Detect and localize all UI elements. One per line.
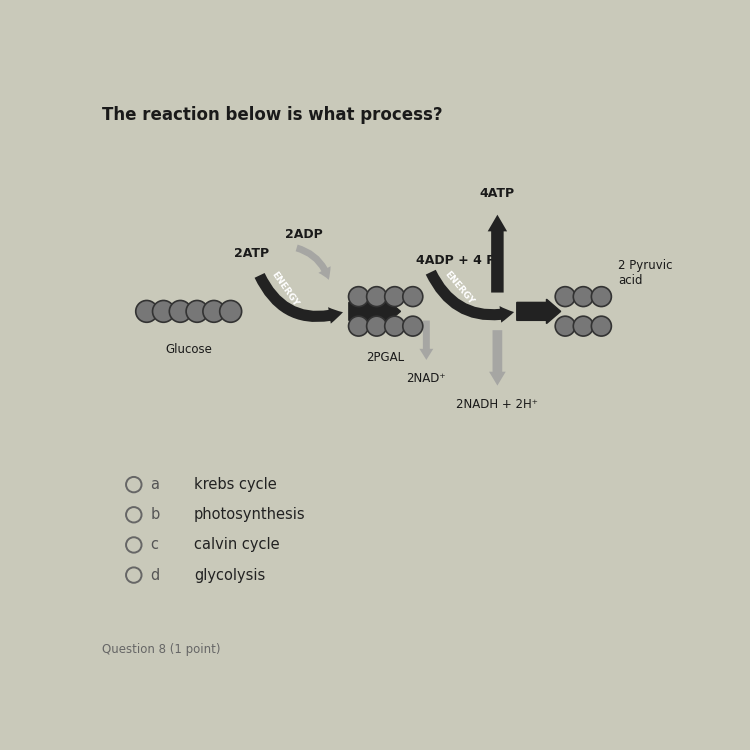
Text: 2NADH + 2H⁺: 2NADH + 2H⁺ [457, 398, 538, 411]
Circle shape [573, 316, 593, 336]
Text: calvin cycle: calvin cycle [194, 538, 280, 553]
Text: 2ATP: 2ATP [235, 248, 269, 260]
Text: Question 8 (1 point): Question 8 (1 point) [101, 643, 220, 656]
Circle shape [555, 286, 575, 307]
Circle shape [220, 301, 242, 322]
Circle shape [385, 286, 405, 307]
Text: photosynthesis: photosynthesis [194, 507, 305, 522]
Text: ENERGY: ENERGY [442, 269, 475, 306]
FancyArrow shape [517, 299, 561, 323]
Circle shape [136, 301, 158, 322]
Circle shape [591, 316, 611, 336]
Text: 2PGAL: 2PGAL [367, 351, 405, 364]
FancyArrowPatch shape [419, 320, 434, 360]
Text: c: c [151, 538, 158, 553]
Circle shape [349, 286, 368, 307]
Text: glycolysis: glycolysis [194, 568, 265, 583]
FancyArrowPatch shape [426, 270, 514, 322]
FancyArrowPatch shape [488, 214, 507, 292]
FancyArrowPatch shape [254, 273, 343, 323]
Circle shape [170, 301, 191, 322]
Circle shape [591, 286, 611, 307]
Circle shape [385, 316, 405, 336]
FancyArrowPatch shape [489, 330, 506, 386]
Circle shape [573, 286, 593, 307]
Text: 4ADP + 4 P: 4ADP + 4 P [416, 254, 495, 266]
Circle shape [186, 301, 208, 322]
Text: a: a [151, 477, 160, 492]
Text: d: d [151, 568, 160, 583]
Text: ENERGY: ENERGY [269, 270, 299, 308]
Text: The reaction below is what process?: The reaction below is what process? [101, 106, 442, 124]
Text: 4ATP: 4ATP [480, 188, 515, 200]
Circle shape [555, 316, 575, 336]
Text: krebs cycle: krebs cycle [194, 477, 277, 492]
Text: Glucose: Glucose [165, 344, 212, 356]
FancyArrowPatch shape [296, 244, 331, 280]
Circle shape [403, 286, 423, 307]
FancyArrow shape [349, 299, 400, 323]
Text: b: b [151, 507, 160, 522]
Circle shape [349, 316, 368, 336]
Text: 2 Pyruvic
acid: 2 Pyruvic acid [618, 259, 673, 287]
Text: 2ADP: 2ADP [285, 228, 322, 241]
Circle shape [203, 301, 225, 322]
Circle shape [367, 286, 387, 307]
Circle shape [367, 316, 387, 336]
Circle shape [152, 301, 175, 322]
Text: 2NAD⁺: 2NAD⁺ [406, 372, 446, 386]
Circle shape [403, 316, 423, 336]
